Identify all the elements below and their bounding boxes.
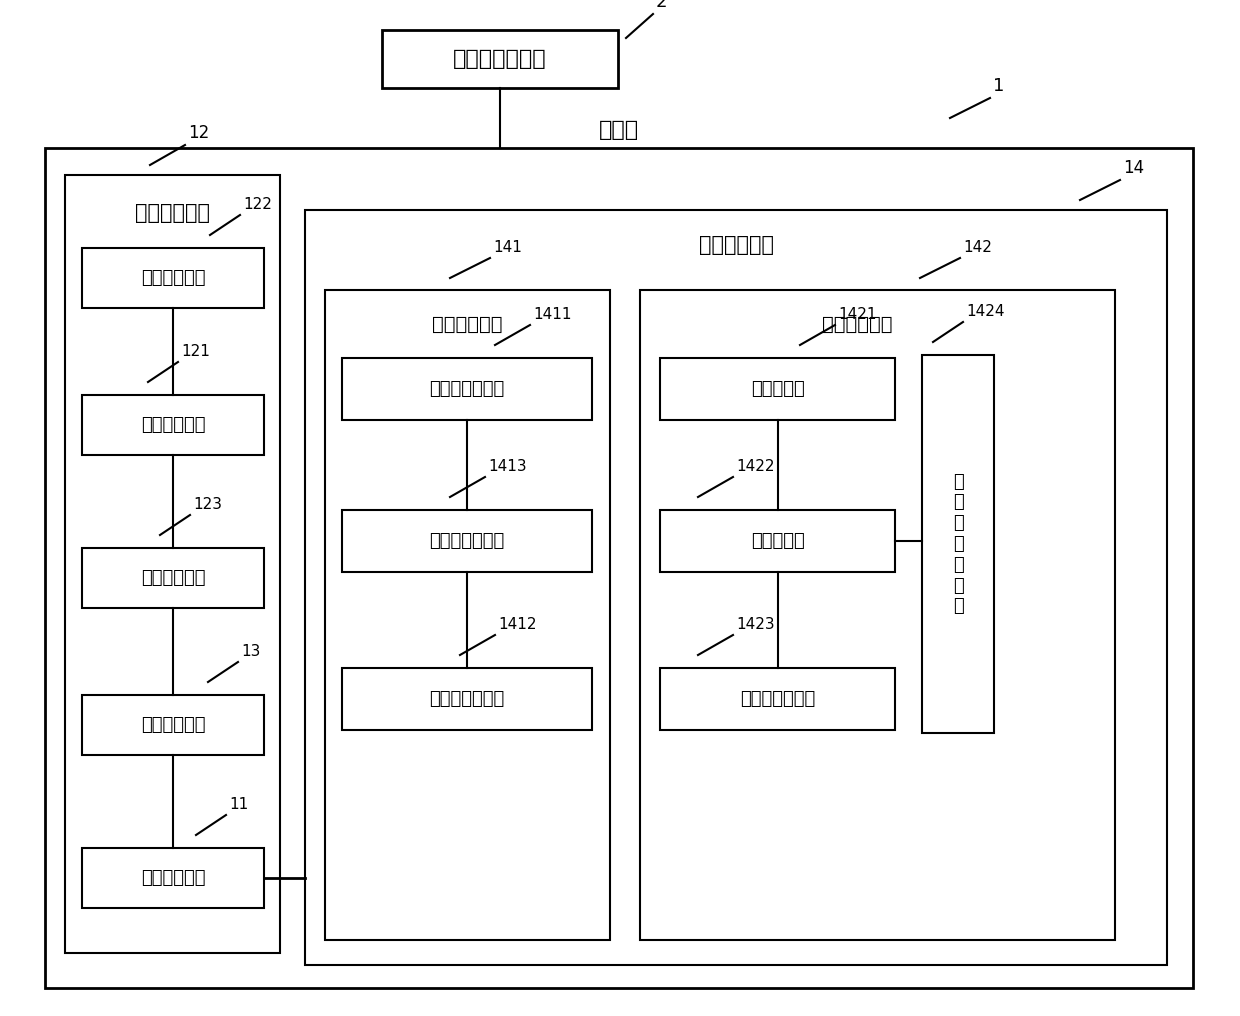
Bar — [660, 668, 895, 731]
Bar — [82, 695, 264, 755]
Text: 12: 12 — [188, 124, 210, 142]
Text: 数据查找单元: 数据查找单元 — [433, 315, 502, 334]
Bar — [45, 148, 1193, 988]
Text: 数据修改单元: 数据修改单元 — [822, 315, 893, 334]
Text: 13: 13 — [241, 644, 260, 659]
Text: 数据管理模块: 数据管理模块 — [698, 235, 774, 255]
Text: 用户端: 用户端 — [599, 120, 639, 140]
Text: 1: 1 — [993, 77, 1004, 96]
Text: 编码生成单元: 编码生成单元 — [141, 269, 206, 287]
Bar — [660, 358, 895, 420]
Text: 1422: 1422 — [737, 459, 775, 474]
Text: 验证子单元: 验证子单元 — [750, 532, 805, 550]
Bar — [82, 848, 264, 908]
Bar — [82, 548, 264, 608]
Text: 11: 11 — [229, 797, 248, 812]
Text: 第
一
修
改
子
单
元: 第 一 修 改 子 单 元 — [952, 472, 963, 616]
Text: 122: 122 — [243, 197, 272, 212]
Bar — [640, 290, 1115, 940]
Text: 141: 141 — [494, 240, 522, 255]
Bar — [64, 175, 280, 953]
Text: 1411: 1411 — [533, 307, 572, 322]
Bar — [660, 510, 895, 572]
Text: 1413: 1413 — [489, 459, 527, 474]
Text: 第一修改子单元: 第一修改子单元 — [740, 690, 815, 708]
Text: 123: 123 — [193, 497, 222, 512]
Text: 121: 121 — [181, 344, 210, 359]
Text: 142: 142 — [963, 240, 992, 255]
Bar — [82, 248, 264, 308]
Text: 1412: 1412 — [498, 617, 537, 632]
Text: 加密子单元: 加密子单元 — [750, 380, 805, 398]
Text: 第二查找子单元: 第二查找子单元 — [429, 690, 505, 708]
Text: 云端存储服务器: 云端存储服务器 — [453, 49, 547, 69]
Text: 数据传输模块: 数据传输模块 — [141, 716, 206, 734]
Text: 1423: 1423 — [737, 617, 775, 632]
Text: 数据处理模块: 数据处理模块 — [135, 203, 210, 223]
Text: 1424: 1424 — [966, 304, 1004, 319]
Text: 2: 2 — [656, 0, 667, 11]
Bar — [342, 358, 591, 420]
Text: 数据存储模块: 数据存储模块 — [141, 869, 206, 887]
Text: 用户操作单元: 用户操作单元 — [141, 416, 206, 434]
Bar — [325, 290, 610, 940]
Bar — [82, 395, 264, 455]
Text: 数据加密单元: 数据加密单元 — [141, 569, 206, 587]
Text: 14: 14 — [1123, 158, 1145, 177]
Text: 1421: 1421 — [838, 307, 877, 322]
Text: 第一查找子单元: 第一查找子单元 — [429, 380, 505, 398]
Bar — [305, 210, 1167, 965]
Bar — [923, 355, 994, 733]
Bar — [342, 510, 591, 572]
Text: 结果输出子单元: 结果输出子单元 — [429, 532, 505, 550]
Bar — [342, 668, 591, 731]
Bar — [382, 30, 618, 88]
